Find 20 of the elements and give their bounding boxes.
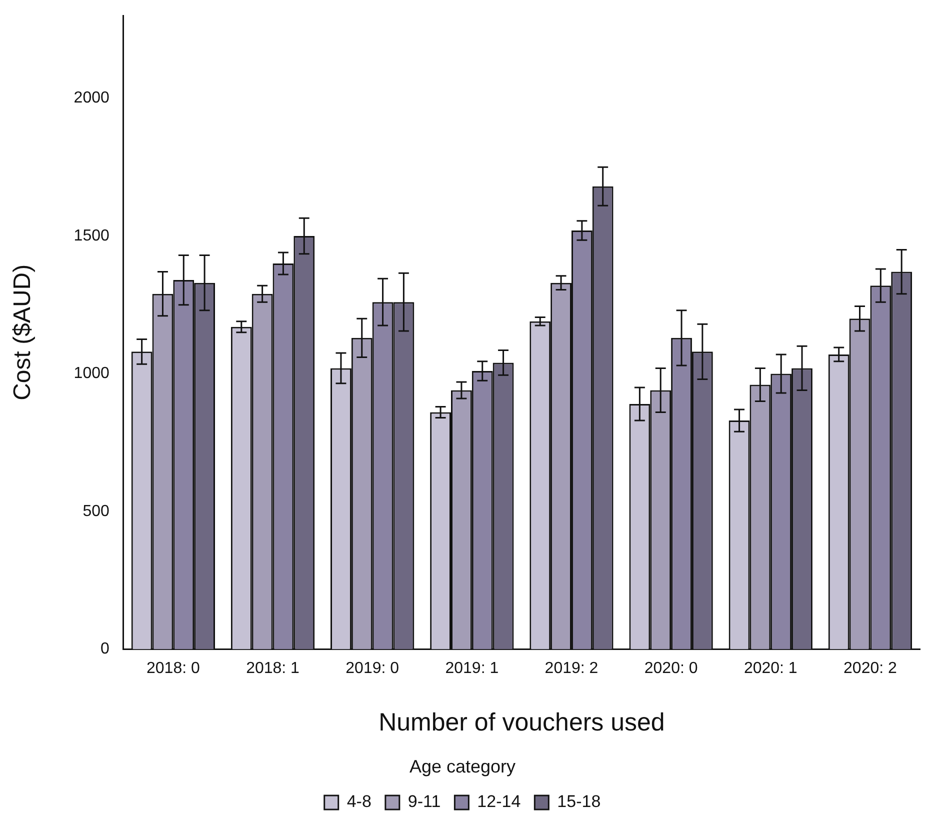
y-tick-label: 0 bbox=[100, 640, 110, 658]
y-tick-label: 1500 bbox=[74, 227, 110, 244]
x-tick-label: 2020: 1 bbox=[744, 660, 798, 678]
legend-title: Age category bbox=[409, 756, 516, 776]
legend-label: 12-14 bbox=[477, 792, 521, 812]
x-tick-label: 2020: 0 bbox=[644, 660, 698, 678]
x-tick-label: 2020: 2 bbox=[844, 660, 897, 678]
x-tick-label: 2018: 0 bbox=[146, 660, 200, 678]
x-tick-label: 2018: 1 bbox=[246, 660, 300, 678]
x-tick-label: 2019: 0 bbox=[346, 660, 400, 678]
legend-label: 4-8 bbox=[346, 792, 372, 812]
y-axis-title: Cost ($AUD) bbox=[9, 264, 36, 400]
y-tick-label: 2000 bbox=[74, 90, 110, 107]
x-tick-label: 2019: 1 bbox=[445, 660, 499, 678]
x-tick-label: 2019: 2 bbox=[544, 660, 598, 678]
y-tick-label: 500 bbox=[82, 502, 110, 520]
x-axis-title: Number of vouchers used bbox=[378, 708, 665, 736]
y-tick-label: 1000 bbox=[74, 365, 110, 382]
legend-label: 9-11 bbox=[408, 792, 441, 812]
legend-label: 15-18 bbox=[557, 792, 601, 812]
